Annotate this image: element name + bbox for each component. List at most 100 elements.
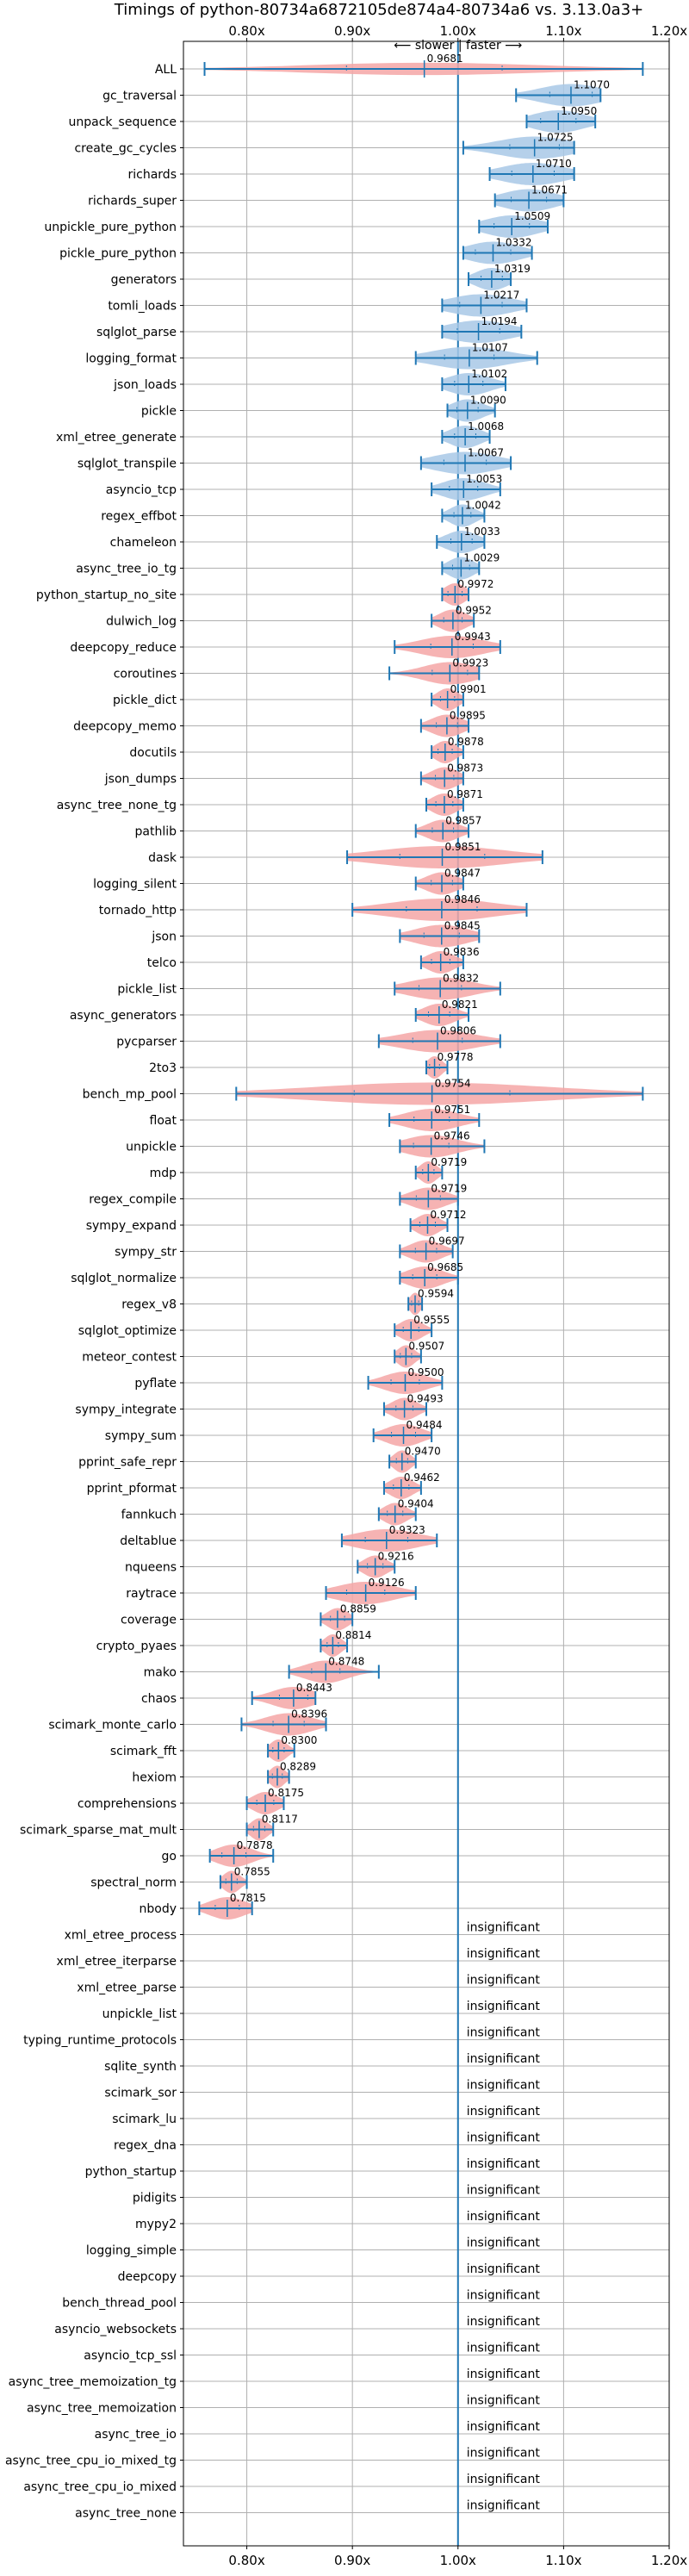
benchmark-label: sqlglot_optimize <box>78 1324 177 1338</box>
benchmark-label: json_loads <box>113 378 177 392</box>
benchmark-label: pycparser <box>116 1036 177 1049</box>
value-label: 1.0033 <box>464 526 500 538</box>
benchmark-label: dask <box>148 851 177 865</box>
benchmark-label: sympy_str <box>115 1246 177 1260</box>
benchmark-label: mdp <box>150 1167 177 1180</box>
benchmark-label: deepcopy <box>118 2270 177 2284</box>
benchmark-label: chameleon <box>110 536 177 550</box>
value-label: 0.9493 <box>407 1393 444 1405</box>
insignificant-label: insignificant <box>467 2315 541 2329</box>
benchmark-label: xml_etree_parse <box>77 1982 177 1995</box>
value-label: 0.9923 <box>452 657 488 669</box>
benchmark-label: scimark_monte_carlo <box>48 1719 177 1733</box>
benchmark-label: async_tree_none_tg <box>57 799 177 812</box>
value-label: 0.9507 <box>408 1341 444 1353</box>
benchmark-label: mypy2 <box>135 2218 177 2231</box>
value-label: 0.9754 <box>435 1078 471 1090</box>
value-label: 0.7815 <box>230 1892 266 1904</box>
value-label: 1.0067 <box>468 447 504 459</box>
benchmark-label: deepcopy_reduce <box>70 641 177 655</box>
value-label: 0.7855 <box>234 1866 270 1878</box>
value-label: 0.9851 <box>445 841 481 853</box>
benchmark-label: python_startup_no_site <box>36 588 177 602</box>
benchmark-label: deltablue <box>120 1534 177 1548</box>
benchmark-label: async_tree_none <box>75 2507 177 2521</box>
benchmark-label: coroutines <box>114 668 177 681</box>
insignificant-label: insignificant <box>467 2105 541 2119</box>
value-label: 0.8748 <box>328 1656 364 1668</box>
benchmark-label: sympy_integrate <box>75 1403 177 1417</box>
benchmark-label: async_tree_memoization_tg <box>9 2375 177 2389</box>
benchmark-label: comprehensions <box>78 1797 177 1811</box>
x-tick-label-bottom: 1.00x <box>440 2553 476 2568</box>
insignificant-label: insignificant <box>467 2368 541 2381</box>
benchmark-label: nqueens <box>125 1561 177 1575</box>
benchmark-label: mako <box>144 1666 177 1680</box>
value-label: 0.9873 <box>447 762 483 775</box>
benchmark-label: sqlglot_parse <box>96 326 177 339</box>
value-label: 0.9845 <box>444 920 481 932</box>
benchmark-label: fannkuch <box>121 1509 177 1522</box>
insignificant-label: insignificant <box>467 1921 541 1935</box>
insignificant-label: insignificant <box>467 2000 541 2013</box>
x-tick-label-bottom: 1.20x <box>651 2553 687 2568</box>
value-label: 1.0710 <box>536 158 572 170</box>
benchmark-label: tomli_loads <box>108 300 177 314</box>
value-label: 1.0053 <box>466 473 502 485</box>
value-label: 0.9846 <box>444 893 481 905</box>
value-label: 1.0090 <box>470 395 506 407</box>
benchmark-label: typing_runtime_protocols <box>23 2034 177 2048</box>
benchmark-label: regex_dna <box>114 2139 177 2153</box>
benchmark-label: bench_mp_pool <box>83 1088 177 1102</box>
value-label: 0.9943 <box>455 631 491 643</box>
value-label: 0.9836 <box>444 946 480 958</box>
insignificant-label: insignificant <box>467 2157 541 2171</box>
value-label: 0.9216 <box>378 1551 414 1563</box>
value-label: 0.9806 <box>440 1025 476 1037</box>
benchmark-label: logging_format <box>85 352 177 366</box>
benchmark-label: chaos <box>141 1692 177 1706</box>
value-label: 0.9126 <box>369 1577 405 1589</box>
benchmark-label: sympy_expand <box>86 1219 177 1233</box>
value-label: 1.0217 <box>483 289 519 302</box>
value-label: 1.0194 <box>481 315 518 327</box>
insignificant-label: insignificant <box>467 2473 541 2486</box>
x-tick-label-top: 0.80x <box>228 23 264 39</box>
insignificant-label: insignificant <box>467 2394 541 2408</box>
benchmark-label: meteor_contest <box>82 1351 177 1365</box>
value-label: 0.9719 <box>431 1183 467 1195</box>
insignificant-label: insignificant <box>467 2210 541 2224</box>
benchmark-label: json <box>151 930 177 944</box>
value-label: 1.0725 <box>537 132 574 144</box>
benchmark-label: regex_v8 <box>121 1298 177 1312</box>
value-label: 0.9821 <box>442 999 478 1011</box>
x-tick-label-top: 1.00x <box>440 23 476 39</box>
benchmark-label: async_tree_io <box>95 2428 177 2442</box>
insignificant-label: insignificant <box>467 2262 541 2276</box>
value-label: 1.0029 <box>463 552 500 564</box>
benchmark-label: spectral_norm <box>90 1876 177 1890</box>
value-label: 0.8396 <box>291 1708 327 1720</box>
benchmark-label: logging_simple <box>86 2244 177 2258</box>
value-label: 0.9952 <box>456 605 492 617</box>
value-label: 0.9778 <box>438 1051 474 1063</box>
benchmark-label: raytrace <box>126 1587 177 1601</box>
value-label: 0.9871 <box>447 788 483 800</box>
value-label: 1.0107 <box>472 342 508 354</box>
value-label: 0.8117 <box>262 1814 298 1826</box>
value-label: 0.9462 <box>404 1472 440 1484</box>
benchmark-label: scimark_lu <box>112 2112 177 2126</box>
value-label: 0.9719 <box>431 1156 467 1168</box>
benchmark-label: nbody <box>140 1902 177 1916</box>
benchmark-label: ALL <box>155 63 177 77</box>
benchmark-label: sqlglot_normalize <box>71 1272 177 1285</box>
benchmark-label: async_generators <box>70 1009 177 1023</box>
benchmark-label: unpack_sequence <box>69 115 177 129</box>
insignificant-label: insignificant <box>467 2499 541 2513</box>
benchmark-label: richards_super <box>88 195 177 208</box>
benchmark-label: unpickle_list <box>102 2007 177 2021</box>
value-label: 0.8289 <box>280 1761 316 1773</box>
benchmark-label: unpickle <box>126 1141 177 1154</box>
benchmark-label: dulwich_log <box>106 615 177 629</box>
